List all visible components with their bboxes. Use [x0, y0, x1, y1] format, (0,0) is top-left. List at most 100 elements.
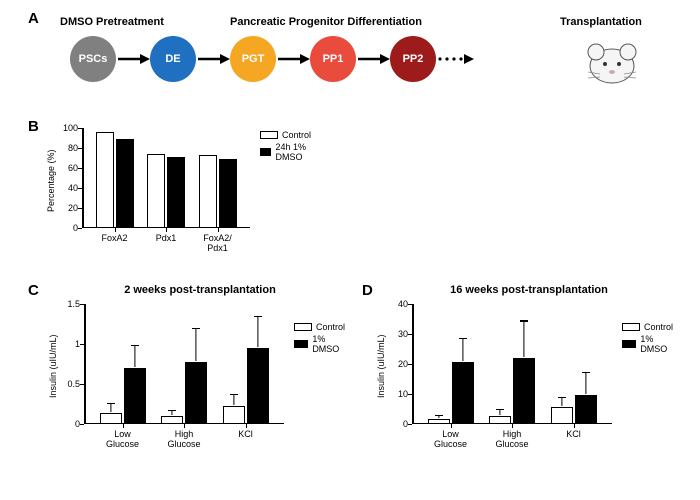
ytick-label: 0 [382, 419, 408, 429]
bar-group [489, 304, 535, 424]
flow-node-PP1: PP1 [310, 36, 356, 82]
bar [167, 157, 185, 228]
error-cap [168, 410, 176, 411]
ytick [80, 424, 84, 425]
bar [223, 406, 245, 424]
xtick [218, 228, 219, 232]
bar [147, 154, 165, 228]
panelB-chart: 020406080100Percentage (%)FoxA2Pdx1FoxA2… [82, 128, 250, 228]
ytick-label: 1.5 [54, 299, 80, 309]
ytick [78, 208, 82, 209]
flow-arrow [116, 52, 150, 66]
xtick [512, 424, 513, 428]
flow-arrow [196, 52, 230, 66]
bar-group [223, 304, 269, 424]
bar [452, 362, 474, 424]
bar [199, 155, 217, 228]
error-bar [195, 329, 196, 362]
bar-group [100, 304, 146, 424]
flow-arrow [276, 52, 310, 66]
bar-group [147, 128, 185, 228]
ytick [78, 148, 82, 149]
bar [551, 407, 573, 424]
bar-group [96, 128, 134, 228]
y-axis [82, 128, 84, 228]
legend-swatch [260, 131, 278, 139]
legend-row: Control [294, 322, 345, 332]
ytick [78, 168, 82, 169]
error-bar [523, 321, 524, 357]
error-bar [233, 394, 234, 404]
panelC-chart: 00.511.5Insulin (uIU/mL)LowGlucoseHighGl… [84, 304, 284, 424]
error-cap [131, 345, 139, 346]
xtick [123, 424, 124, 428]
mouse-icon [582, 34, 642, 93]
xtick-label: FoxA2/Pdx1 [188, 233, 248, 253]
xtick [115, 228, 116, 232]
ytick [78, 188, 82, 189]
flow-node-PSCs: PSCs [70, 36, 116, 82]
flow-arrow [356, 52, 390, 66]
ytick [408, 424, 412, 425]
error-cap [582, 372, 590, 373]
error-bar [585, 373, 586, 395]
legend-swatch [622, 323, 640, 331]
error-bar [462, 338, 463, 360]
ytick [408, 394, 412, 395]
panelC-title: 2 weeks post-transplantation [90, 284, 310, 296]
bar [185, 362, 207, 424]
ytick [408, 304, 412, 305]
error-cap [435, 415, 443, 416]
error-cap [558, 397, 566, 398]
ytick [80, 304, 84, 305]
error-cap [254, 316, 262, 317]
legend: Control24h 1% DMSO [260, 130, 311, 164]
legend-row: 1% DMSO [622, 334, 673, 354]
xtick [451, 424, 452, 428]
bar [219, 159, 237, 228]
error-cap [459, 338, 467, 339]
xtick-label: HighGlucose [154, 429, 214, 449]
panelA-header-right: Transplantation [560, 16, 642, 28]
xtick [184, 424, 185, 428]
ytick [80, 384, 84, 385]
bar-group [551, 304, 597, 424]
panelA-header-mid: Pancreatic Progenitor Differentiation [230, 16, 422, 28]
flow-node-DE: DE [150, 36, 196, 82]
legend-label: Control [316, 322, 345, 332]
error-bar [171, 410, 172, 415]
bar [489, 416, 511, 424]
panel-C-label: C [28, 282, 39, 299]
legend-label: 24h 1% DMSO [275, 142, 311, 162]
legend-swatch [294, 323, 312, 331]
ytick-label: 100 [52, 123, 78, 133]
bar [100, 413, 122, 424]
bar [161, 416, 183, 424]
legend-label: Control [644, 322, 673, 332]
ytick-label: 40 [382, 299, 408, 309]
bar [124, 368, 146, 424]
bar-group [161, 304, 207, 424]
bar [513, 358, 535, 424]
ytick-label: 0 [54, 419, 80, 429]
bar-group [199, 128, 237, 228]
flow-node-PGT: PGT [230, 36, 276, 82]
y-axis-label: Insulin (uIU/mL) [376, 334, 386, 398]
panelA-header-left: DMSO Pretreatment [60, 16, 164, 28]
legend-swatch [294, 340, 308, 348]
ytick [80, 344, 84, 345]
legend: Control 1% DMSO [294, 322, 345, 356]
error-cap [107, 403, 115, 404]
legend-label: 1% DMSO [312, 334, 345, 354]
legend: Control 1% DMSO [622, 322, 673, 356]
panel-A-label: A [28, 10, 39, 27]
error-cap [192, 328, 200, 329]
xtick-label: HighGlucose [482, 429, 542, 449]
error-bar [561, 398, 562, 406]
legend-label: 1% DMSO [640, 334, 673, 354]
ytick [78, 228, 82, 229]
xtick-label: KCl [544, 429, 604, 439]
legend-row: 24h 1% DMSO [260, 142, 311, 162]
flow-node-PP2: PP2 [390, 36, 436, 82]
panelD-chart: 010203040Insulin (uIU/mL)LowGlucoseHighG… [412, 304, 612, 424]
